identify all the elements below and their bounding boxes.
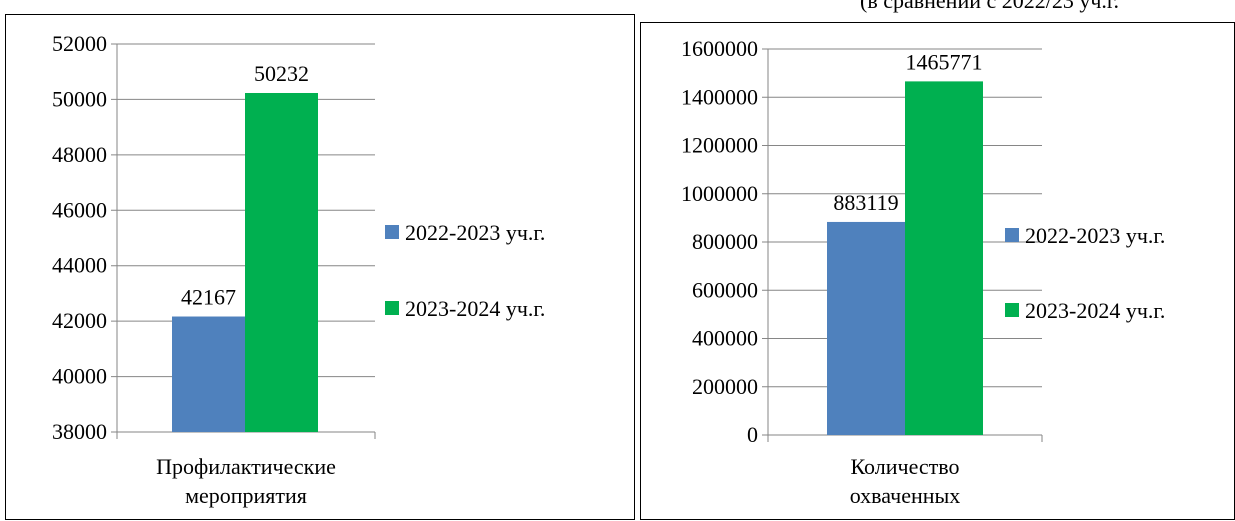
chart2-legend-swatch-1: [1005, 228, 1019, 242]
chart2-legend-label-1: 2022-2023 уч.г.: [1025, 223, 1165, 248]
chart1-y-tick-label: 44000: [52, 253, 107, 278]
chart2-bar-series-1: [827, 221, 905, 435]
chart2-y-tick-label: 800000: [692, 229, 758, 254]
chart1-category-label: Профилактические: [156, 454, 336, 479]
chart2-legend-swatch-2: [1005, 303, 1019, 317]
chart1-y-tick-label: 42000: [52, 308, 107, 333]
chart1-data-label-series-1: 42167: [181, 285, 236, 310]
chart2-y-tick-label: 400000: [692, 326, 758, 351]
chart2-y-tick-label: 1000000: [681, 181, 758, 206]
chart-panel-events: 38000 40000 42000 44000 46000 48000 50000 52000…: [5, 14, 635, 520]
bar-chart-coverage: 0 200000 400000 600000 800000 1000000 1200000 1…: [681, 36, 1165, 508]
chart2-y-tick-label: 1400000: [681, 84, 758, 109]
chart2-y-tick-label: 0: [747, 422, 758, 447]
chart1-y-tick-label: 40000: [52, 364, 107, 389]
chart1-bar-series-1: [172, 316, 245, 432]
chart1-legend-swatch-1: [385, 225, 399, 239]
chart-panel-coverage: 0 200000 400000 600000 800000 1000000 1200000 1…: [640, 22, 1235, 520]
chart2-legend-label-2: 2023-2024 уч.г.: [1025, 298, 1165, 323]
chart1-y-tick-label: 46000: [52, 197, 107, 222]
chart1-legend-swatch-2: [385, 301, 399, 315]
chart1-legend-label-2: 2023-2024 уч.г.: [405, 296, 545, 321]
chart2-y-tick-label: 200000: [692, 374, 758, 399]
chart1-bar-series-2: [245, 92, 318, 433]
chart2-category-label: Количество: [850, 454, 959, 479]
chart2-y-tick-label: 600000: [692, 277, 758, 302]
chart2-bar-series-2: [905, 81, 983, 435]
chart1-y-tick-label: 52000: [52, 31, 107, 56]
report-subtitle: (в сравнении с 2022/23 уч.г.: [860, 0, 1119, 13]
chart2-data-label-series-2: 1465771: [906, 49, 983, 74]
bar-chart-events: 38000 40000 42000 44000 46000 48000 50000 52000…: [52, 31, 545, 508]
chart2-category-label: охваченных: [850, 483, 961, 508]
chart1-category-label: мероприятия: [185, 483, 307, 508]
chart2-data-label-series-1: 883119: [833, 190, 898, 215]
chart1-y-tick-label: 48000: [52, 142, 107, 167]
chart1-legend-label-1: 2022-2023 уч.г.: [405, 220, 545, 245]
chart1-y-tick-label: 38000: [52, 419, 107, 444]
chart2-y-tick-label: 1200000: [681, 133, 758, 158]
chart2-y-tick-label: 1600000: [681, 36, 758, 61]
chart1-data-label-series-2: 50232: [254, 61, 309, 86]
chart1-y-tick-label: 50000: [52, 86, 107, 111]
